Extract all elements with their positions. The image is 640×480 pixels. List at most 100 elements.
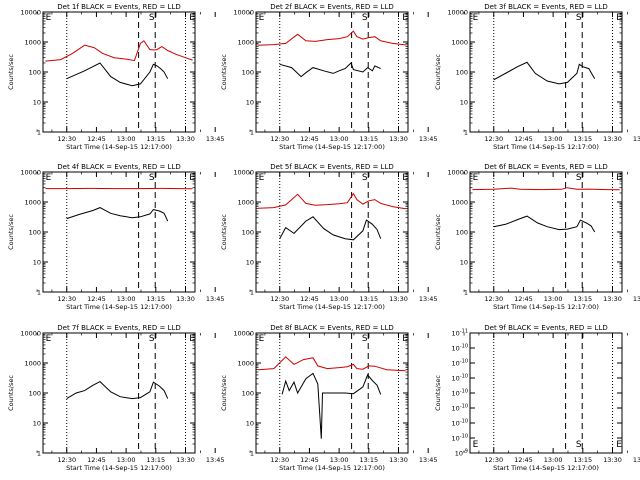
marker-letter-s: S bbox=[149, 334, 155, 344]
x-axis-label: Start Time (14-Sep-15 12:17:00) bbox=[279, 303, 385, 311]
y-tick-label: 1 bbox=[37, 289, 41, 297]
x-tick-label: 12:45 bbox=[300, 295, 319, 303]
marker-letter-e1: E bbox=[259, 334, 265, 344]
panel-title: Det 6f BLACK = Events, RED = LLD bbox=[484, 163, 607, 171]
x-tick-label: 13:45 bbox=[633, 456, 640, 464]
y-tick-label: 1000 bbox=[24, 199, 41, 207]
marker-letter-e2: E bbox=[616, 440, 622, 450]
x-tick-label: 12:30 bbox=[484, 135, 503, 143]
events-series-line bbox=[66, 62, 169, 87]
plot-frame bbox=[255, 11, 409, 133]
x-tick-label: 13:30 bbox=[603, 135, 622, 143]
y-tick-label: 10-10 bbox=[452, 434, 468, 443]
panel-title: Det 8f BLACK = Events, RED = LLD bbox=[270, 324, 393, 332]
y-tick-label: 10 bbox=[33, 420, 41, 428]
y-tick-label: 10000 bbox=[447, 169, 468, 177]
detector-panel-8: Det 8f BLACK = Events, RED = LLD 1 10 100 10… bbox=[220, 324, 438, 472]
x-tick-label: 13:45 bbox=[206, 295, 225, 303]
x-tick-label: 13:00 bbox=[117, 135, 136, 143]
marker-letter-e1: E bbox=[46, 173, 52, 183]
y-tick-label: 10000 bbox=[233, 9, 254, 17]
x-tick-label: 12:45 bbox=[87, 456, 106, 464]
x-tick-label: 13:30 bbox=[603, 295, 622, 303]
y-tick-label: 10 bbox=[33, 259, 41, 267]
y-tick-label: 100 bbox=[456, 69, 468, 77]
y-tick-label: 1 bbox=[250, 129, 254, 137]
events-series-line bbox=[493, 61, 596, 85]
x-tick-label: 13:15 bbox=[146, 135, 165, 143]
lld-series-line bbox=[258, 356, 406, 372]
x-tick-label: 13:45 bbox=[206, 135, 225, 143]
x-tick-label: 13:45 bbox=[633, 295, 640, 303]
marker-letter-e1: E bbox=[259, 173, 265, 183]
marker-letter-e2: E bbox=[402, 334, 408, 344]
y-tick-label: 10000 bbox=[20, 330, 41, 338]
x-tick-label: 13:15 bbox=[573, 295, 592, 303]
marker-letter-e2: E bbox=[189, 13, 195, 23]
lld-series-line bbox=[472, 187, 620, 191]
y-tick-label: 100 bbox=[242, 229, 254, 237]
x-axis-label: Start Time (14-Sep-15 12:17:00) bbox=[66, 143, 172, 151]
x-axis-label: Start Time (14-Sep-15 12:17:00) bbox=[66, 464, 172, 472]
marker-letter-e2: E bbox=[189, 173, 195, 183]
y-axis-label: Counts/sec bbox=[434, 54, 442, 90]
y-axis-label: Counts/sec bbox=[7, 214, 15, 250]
marker-letter-s: S bbox=[362, 13, 368, 23]
y-tick-label: 10-10 bbox=[452, 419, 468, 428]
y-axis-label: Counts/sec bbox=[434, 375, 442, 411]
x-tick-label: 13:00 bbox=[544, 135, 563, 143]
y-tick-label: 1000 bbox=[451, 199, 468, 207]
y-tick-label: 10000 bbox=[233, 169, 254, 177]
marker-letter-s: S bbox=[576, 440, 582, 450]
panel-title: Det 9f BLACK = Events, RED = LLD bbox=[484, 324, 607, 332]
x-tick-label: 12:30 bbox=[57, 456, 76, 464]
y-tick-label: 10 bbox=[460, 259, 468, 267]
y-tick-label: 10 bbox=[460, 99, 468, 107]
plot-frame bbox=[469, 332, 623, 454]
y-axis-label: Counts/sec bbox=[220, 375, 228, 411]
marker-letter-e1: E bbox=[46, 334, 52, 344]
marker-letter-s: S bbox=[576, 173, 582, 183]
y-tick-label: 10-11 bbox=[452, 329, 468, 338]
y-tick-label: 10-10 bbox=[452, 344, 468, 353]
y-tick-label: 10000 bbox=[20, 169, 41, 177]
lld-series-line bbox=[45, 40, 193, 62]
x-tick-label: 12:45 bbox=[514, 135, 533, 143]
y-tick-label: 100 bbox=[29, 229, 41, 237]
x-axis-label: Start Time (14-Sep-15 12:17:00) bbox=[493, 303, 599, 311]
plot-frame bbox=[42, 332, 196, 454]
panel-title: Det 4f BLACK = Events, RED = LLD bbox=[57, 163, 180, 171]
panel-title: Det 1f BLACK = Events, RED = LLD bbox=[57, 3, 180, 11]
y-tick-label: 10-9 bbox=[455, 449, 468, 458]
y-axis-label: Counts/sec bbox=[434, 214, 442, 250]
panel-title: Det 2f BLACK = Events, RED = LLD bbox=[270, 3, 393, 11]
x-tick-label: 12:45 bbox=[87, 295, 106, 303]
x-tick-label: 13:00 bbox=[330, 295, 349, 303]
x-tick-label: 12:45 bbox=[514, 295, 533, 303]
y-tick-label: 10 bbox=[246, 420, 254, 428]
y-axis-label: Counts/sec bbox=[220, 54, 228, 90]
marker-letter-e1: E bbox=[259, 13, 265, 23]
x-tick-label: 13:30 bbox=[603, 456, 622, 464]
x-tick-label: 12:30 bbox=[57, 135, 76, 143]
x-tick-label: 13:00 bbox=[544, 295, 563, 303]
x-axis-label: Start Time (14-Sep-15 12:17:00) bbox=[279, 464, 385, 472]
x-tick-label: 13:00 bbox=[117, 295, 136, 303]
events-series-line bbox=[281, 372, 382, 439]
marker-letter-s: S bbox=[149, 173, 155, 183]
marker-letter-e2: E bbox=[616, 173, 622, 183]
detector-panel-2: Det 2f BLACK = Events, RED = LLD 1 10 100 10… bbox=[220, 3, 438, 151]
marker-letter-s: S bbox=[149, 13, 155, 23]
lld-series-line bbox=[258, 192, 406, 210]
events-series-line bbox=[279, 216, 382, 241]
x-axis-label: Start Time (14-Sep-15 12:17:00) bbox=[493, 143, 599, 151]
x-tick-label: 12:30 bbox=[270, 456, 289, 464]
y-tick-label: 10000 bbox=[20, 9, 41, 17]
y-tick-label: 10 bbox=[246, 99, 254, 107]
marker-letter-s: S bbox=[362, 334, 368, 344]
marker-letter-e1: E bbox=[46, 13, 52, 23]
marker-letter-e1: E bbox=[473, 173, 479, 183]
y-tick-label: 1000 bbox=[451, 39, 468, 47]
marker-letter-e1: E bbox=[473, 13, 479, 23]
